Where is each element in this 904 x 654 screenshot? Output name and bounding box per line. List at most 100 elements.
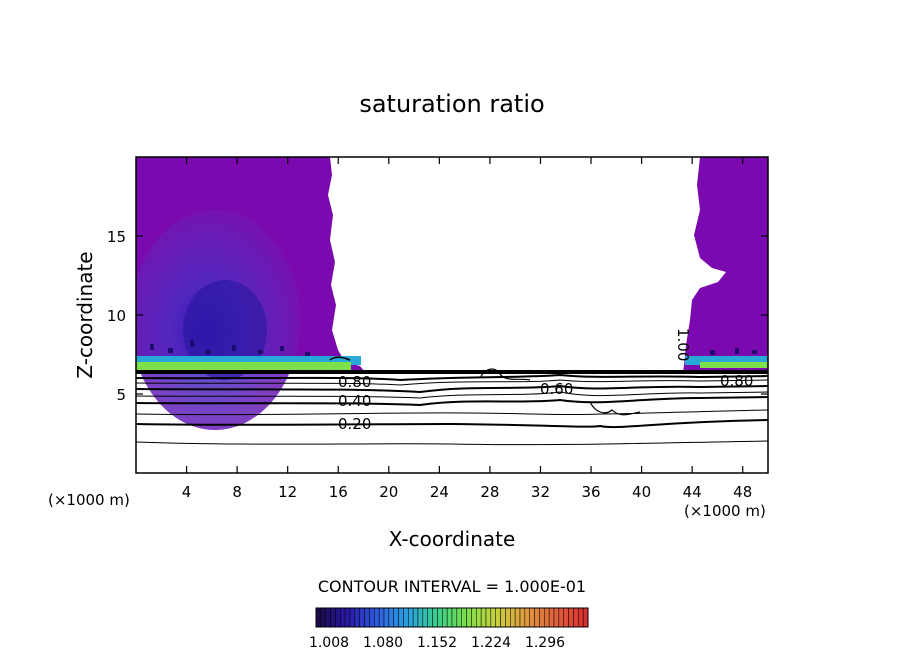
colorbar-swatch [398,607,404,628]
x-tick-label: 24 [430,483,449,501]
colorbar-swatch [529,607,535,628]
contour-line-labels: 0.20 0.40 0.60 0.80 0.80 1.00 [338,328,753,433]
colorbar-tick-label: 1.008 [309,635,349,651]
colorbar-swatch [534,607,540,628]
svg-text:0.60: 0.60 [540,380,573,398]
colorbar-swatch [548,607,555,628]
colorbar-swatch [432,607,438,628]
x-unit-right: (×1000 m) [684,502,766,520]
y-tick-label: 15 [107,228,126,246]
colorbar-swatch [378,607,385,628]
colorbar-swatch [500,607,506,628]
colorbar-swatch [568,607,574,628]
colorbar-swatch [456,607,462,628]
colorbar-swatch [393,607,399,628]
contour-interval-label: CONTOUR INTERVAL = 1.000E-01 [318,577,586,596]
colorbar-swatch [369,607,375,628]
x-tick-label: 8 [232,483,242,501]
svg-text:0.80: 0.80 [338,373,371,391]
chart-title: saturation ratio [359,90,544,118]
colorbar-tick-labels: 1.008 1.080 1.152 1.224 1.296 [309,635,565,651]
colorbar-swatch [383,607,390,628]
x-tick-label: 36 [581,483,600,501]
colorbar-swatch [340,607,346,628]
x-tick-label: 16 [329,483,348,501]
colorbar-swatch [466,607,472,628]
y-axis-label: Z-coordinate [73,251,97,378]
colorbar-swatch [461,607,467,628]
shaded-region [136,157,768,430]
colorbar-tick-label: 1.080 [363,635,403,651]
x-axis-ticks: 4 8 12 16 20 24 28 32 36 40 44 48 [182,157,752,501]
colorbar-swatch [330,607,336,628]
colorbar-swatch [364,607,370,628]
colorbar-swatch [563,607,569,628]
svg-text:0.80: 0.80 [720,372,753,390]
colorbar [315,607,589,628]
colorbar-swatch [514,607,521,628]
colorbar-swatch [335,607,341,628]
svg-text:0.20: 0.20 [338,415,371,433]
colorbar-swatch [403,607,409,628]
x-axis-label: X-coordinate [389,527,516,551]
x-tick-label: 40 [632,483,651,501]
right-band-cyan [685,356,768,365]
svg-text:1.00: 1.00 [674,328,692,361]
colorbar-swatch [495,607,501,628]
colorbar-swatch [446,607,453,628]
colorbar-swatch [320,607,326,628]
right-saturated-region [683,157,768,372]
colorbar-swatch [437,607,443,628]
x-tick-label: 32 [531,483,550,501]
x-tick-label: 12 [278,483,297,501]
colorbar-frame [315,607,589,628]
colorbar-swatch [417,607,424,628]
x-tick-label: 20 [379,483,398,501]
colorbar-swatch [471,607,477,628]
x-unit-left: (×1000 m) [48,491,130,509]
colorbar-swatch [505,607,511,628]
colorbar-swatch [422,607,428,628]
colorbar-swatch [539,607,545,628]
noise-speckles [150,340,757,356]
colorbar-swatch [485,607,492,628]
x-tick-label: 44 [683,483,702,501]
colorbar-swatch [354,607,360,628]
left-band-green [136,362,351,370]
colorbar-tick-label: 1.296 [525,635,565,651]
colorbar-swatch [349,607,356,628]
colorbar-swatch [388,607,394,628]
colorbar-swatch [573,607,579,628]
colorbar-swatch [344,607,351,628]
x-tick-label: 4 [182,483,192,501]
contour-lines [136,356,768,446]
colorbar-swatch [451,607,458,628]
colorbar-swatch [427,607,433,628]
y-axis-ticks: 5 10 15 [107,228,768,404]
colorbar-swatch [544,607,550,628]
colorbar-swatch [476,607,482,628]
y-tick-label: 5 [116,386,126,404]
colorbar-swatch [315,607,322,628]
colorbar-swatch [374,607,380,628]
colorbar-swatch [325,607,331,628]
colorbar-tick-label: 1.224 [471,635,511,651]
colorbar-swatch [408,607,414,628]
colorbar-swatch [480,607,487,628]
x-tick-label: 48 [733,483,752,501]
colorbar-swatch [359,607,365,628]
colorbar-swatch [519,607,526,628]
colorbar-swatch [578,607,584,628]
colorbar-swatch [490,607,496,628]
svg-text:0.40: 0.40 [338,392,371,410]
left-band-cyan [136,356,361,365]
colorbar-tick-label: 1.152 [417,635,457,651]
colorbar-swatch [553,607,560,628]
colorbar-swatch [442,607,448,628]
colorbar-swatch [412,607,419,628]
colorbar-swatch [582,607,589,628]
colorbar-swatch [524,607,530,628]
colorbar-swatch [558,607,564,628]
x-tick-label: 28 [480,483,499,501]
